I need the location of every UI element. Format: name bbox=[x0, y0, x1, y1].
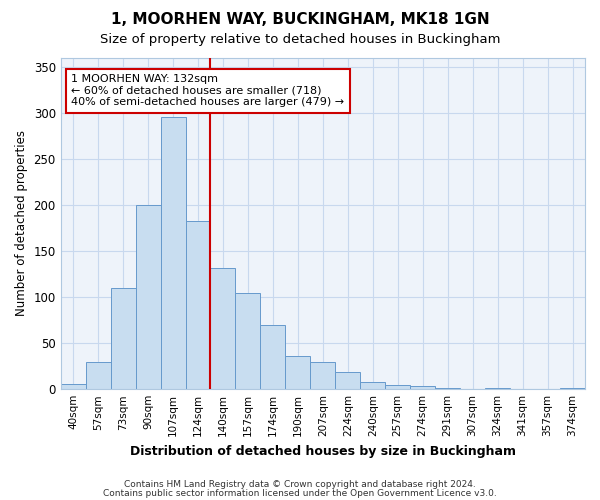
Bar bbox=[310, 362, 335, 389]
Text: Size of property relative to detached houses in Buckingham: Size of property relative to detached ho… bbox=[100, 32, 500, 46]
Bar bbox=[161, 118, 185, 389]
X-axis label: Distribution of detached houses by size in Buckingham: Distribution of detached houses by size … bbox=[130, 444, 516, 458]
Bar bbox=[360, 382, 385, 389]
Bar bbox=[61, 384, 86, 389]
Text: Contains public sector information licensed under the Open Government Licence v3: Contains public sector information licen… bbox=[103, 488, 497, 498]
Bar bbox=[136, 205, 161, 389]
Bar bbox=[435, 388, 460, 389]
Bar bbox=[235, 294, 260, 389]
Bar bbox=[211, 268, 235, 389]
Bar bbox=[185, 222, 211, 389]
Bar bbox=[485, 388, 510, 389]
Bar bbox=[110, 288, 136, 389]
Text: Contains HM Land Registry data © Crown copyright and database right 2024.: Contains HM Land Registry data © Crown c… bbox=[124, 480, 476, 489]
Bar bbox=[260, 324, 286, 389]
Bar bbox=[335, 372, 360, 389]
Y-axis label: Number of detached properties: Number of detached properties bbox=[15, 130, 28, 316]
Bar bbox=[410, 386, 435, 389]
Text: 1, MOORHEN WAY, BUCKINGHAM, MK18 1GN: 1, MOORHEN WAY, BUCKINGHAM, MK18 1GN bbox=[110, 12, 490, 28]
Bar bbox=[560, 388, 585, 389]
Bar bbox=[86, 362, 110, 389]
Bar bbox=[385, 386, 410, 389]
Bar bbox=[286, 356, 310, 389]
Text: 1 MOORHEN WAY: 132sqm
← 60% of detached houses are smaller (718)
40% of semi-det: 1 MOORHEN WAY: 132sqm ← 60% of detached … bbox=[71, 74, 344, 108]
